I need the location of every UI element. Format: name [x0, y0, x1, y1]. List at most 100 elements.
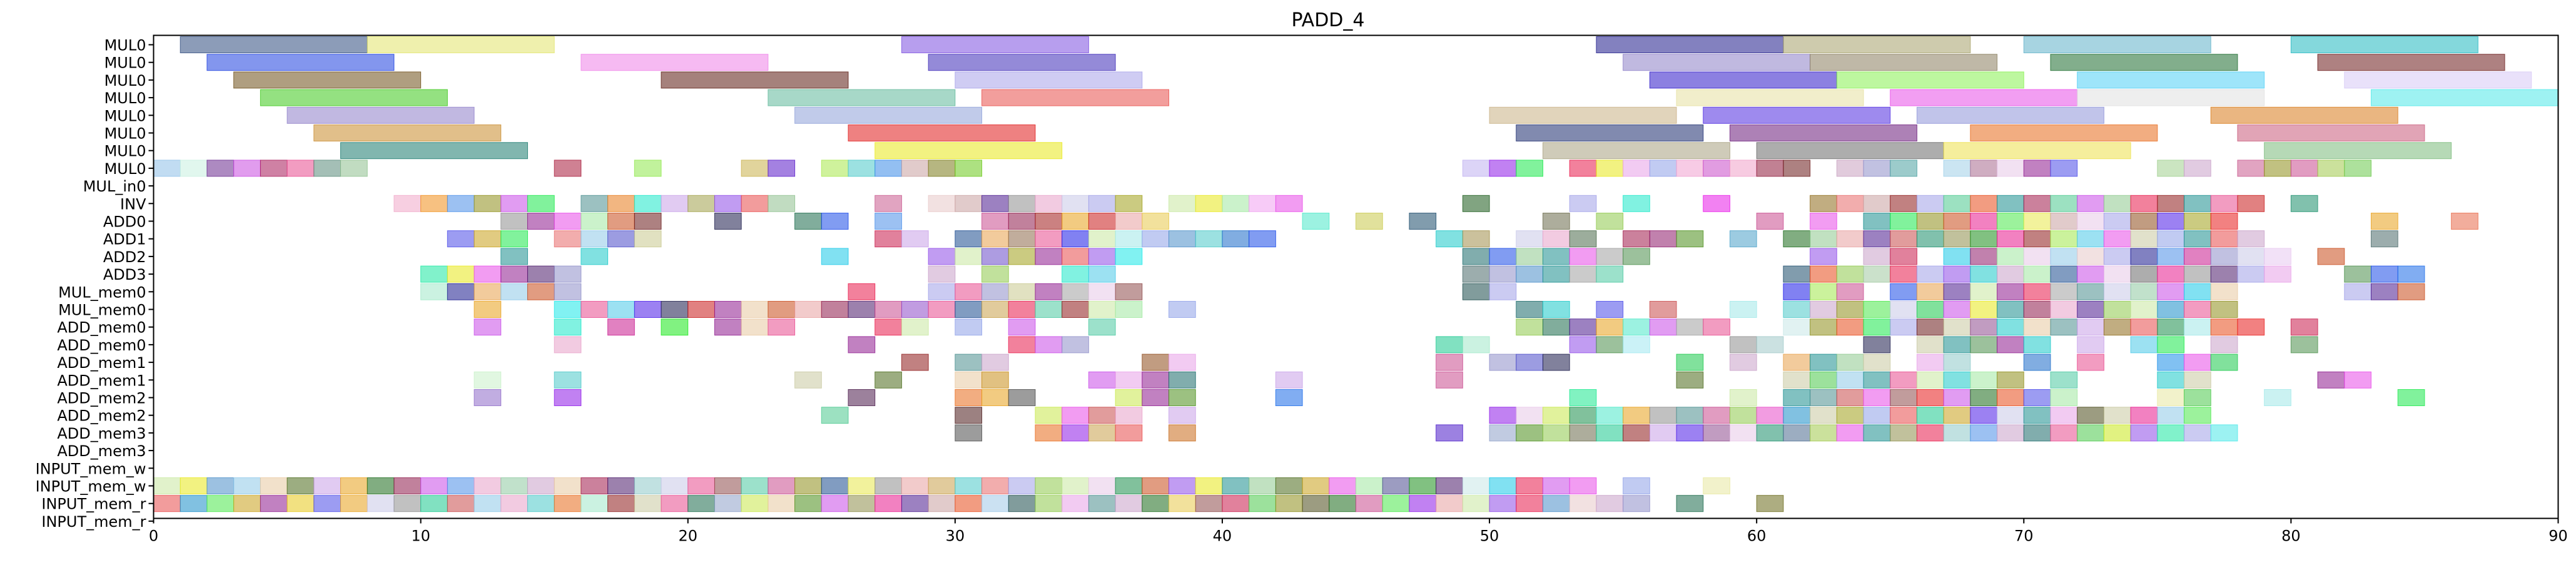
gantt-bar [2290, 195, 2318, 212]
x-tick-label: 60 [1747, 527, 1767, 545]
gantt-bar [500, 477, 528, 494]
gantt-bar [2210, 248, 2238, 265]
gantt-bar [2344, 160, 2372, 177]
gantt-bar [1676, 424, 1704, 442]
gantt-bar [2237, 195, 2265, 212]
gantt-bar [233, 160, 261, 177]
gantt-bar [1062, 230, 1089, 248]
gantt-bar [1062, 213, 1089, 230]
gantt-bar [287, 477, 315, 494]
gantt-bar [2157, 371, 2185, 389]
gantt-bar [848, 336, 876, 354]
gantt-bar [1729, 301, 1757, 318]
bars-layer [153, 36, 2558, 512]
gantt-bar [1836, 265, 1864, 283]
gantt-bar [1943, 248, 1971, 265]
gantt-bar [2237, 248, 2265, 265]
gantt-bar [821, 477, 849, 494]
gantt-bar [2077, 248, 2104, 265]
gantt-bar [1970, 213, 1998, 230]
gantt-bar [2184, 354, 2211, 371]
gantt-bar [2050, 213, 2078, 230]
gantt-bar [1516, 301, 1543, 318]
gantt-bar [1756, 424, 1784, 442]
gantt-bar [714, 477, 742, 494]
gantt-bar [901, 301, 929, 318]
gantt-bar [1062, 265, 1089, 283]
gantt-bar [1623, 318, 1650, 336]
gantt-bar [928, 160, 956, 177]
gantt-bar [2103, 195, 2131, 212]
gantt-bar [2077, 336, 2104, 354]
gantt-bar [260, 477, 288, 494]
gantt-bar [1810, 54, 1998, 71]
gantt-bar [233, 477, 261, 494]
gantt-bar [153, 160, 181, 177]
gantt-bar [527, 213, 555, 230]
gantt-bar [1088, 195, 1116, 212]
gantt-bar [1997, 248, 2024, 265]
gantt-bar [1890, 265, 1917, 283]
gantt-bar [1142, 354, 1170, 371]
gantt-bar [1890, 213, 1917, 230]
gantt-bar [1115, 213, 1143, 230]
gantt-bar [955, 371, 983, 389]
gantt-bar [1569, 495, 1597, 512]
gantt-bar [447, 477, 475, 494]
gantt-bar [1569, 477, 1597, 494]
gantt-bar [1863, 336, 1891, 354]
gantt-bar [1997, 318, 2024, 336]
gantt-bar [1462, 283, 1490, 300]
gantt-bar [447, 195, 475, 212]
gantt-bar [661, 195, 689, 212]
gantt-bar [634, 301, 662, 318]
gantt-bar [2050, 283, 2078, 300]
gantt-bar [1436, 336, 1463, 354]
gantt-bar [1462, 336, 1490, 354]
gantt-bar [1569, 248, 1597, 265]
gantt-bar [527, 265, 555, 283]
gantt-bar [1729, 389, 1757, 406]
gantt-bar [500, 230, 528, 248]
gantt-bar [2210, 195, 2238, 212]
gantt-bar [2264, 160, 2291, 177]
gantt-bar [1810, 195, 1837, 212]
gantt-bar [2130, 213, 2158, 230]
gantt-bar [1810, 265, 1837, 283]
gantt-bar [2264, 389, 2291, 406]
gantt-bar [1542, 407, 1570, 424]
gantt-bar [474, 195, 502, 212]
gantt-bar [2103, 283, 2131, 300]
gantt-bar [1729, 336, 1757, 354]
gantt-bar [527, 195, 555, 212]
gantt-bar [2050, 230, 2078, 248]
gantt-bar [1970, 371, 1998, 389]
gantt-bar [2317, 248, 2345, 265]
gantt-bar [768, 477, 796, 494]
gantt-bar [1916, 318, 1944, 336]
gantt-bar [1836, 301, 1864, 318]
gantt-bar [1035, 424, 1063, 442]
gantt-bar [1169, 424, 1196, 442]
gantt-bar [901, 495, 929, 512]
gantt-bar [1088, 230, 1116, 248]
gantt-bar [2344, 265, 2372, 283]
gantt-bar [1810, 283, 1837, 300]
gantt-bar [2344, 71, 2532, 89]
gantt-bar [1890, 283, 1917, 300]
gantt-bar [1943, 336, 1971, 354]
gantt-bar [2077, 89, 2265, 106]
gantt-bar [2290, 318, 2318, 336]
x-tick-label: 70 [2014, 527, 2034, 545]
gantt-bar [554, 230, 582, 248]
gantt-bar [581, 230, 609, 248]
gantt-bar [981, 89, 1170, 106]
gantt-bar [1970, 160, 1998, 177]
gantt-bar [1916, 389, 1944, 406]
gantt-bar [1516, 354, 1543, 371]
gantt-bar [340, 142, 528, 160]
gantt-bar [848, 301, 876, 318]
gantt-bar [1088, 265, 1116, 283]
gantt-bar [1088, 407, 1116, 424]
gantt-bar [554, 160, 582, 177]
